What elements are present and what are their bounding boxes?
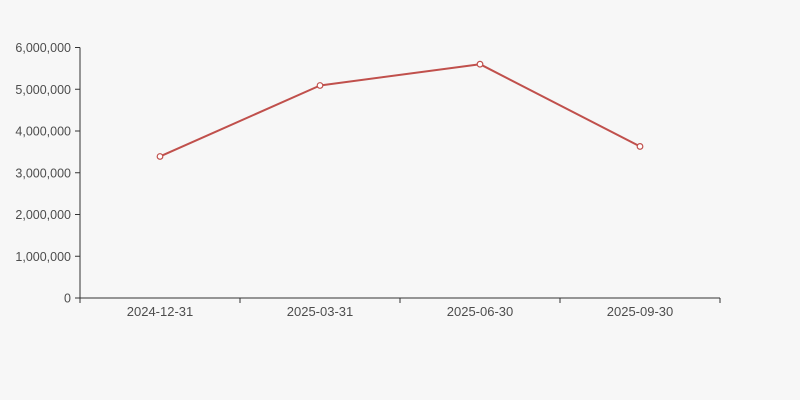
- x-axis-tick-label: 2024-12-31: [127, 304, 194, 319]
- data-point-marker[interactable]: [316, 82, 324, 89]
- data-point-marker[interactable]: [156, 153, 164, 160]
- data-point-marker[interactable]: [636, 143, 644, 150]
- y-axis-tick-label: 4,000,000: [15, 125, 71, 139]
- x-axis-tick-label: 2025-03-31: [287, 304, 354, 319]
- y-axis-tick-label: 6,000,000: [15, 41, 71, 55]
- x-axis-tick-label: 2025-09-30: [607, 304, 674, 319]
- y-axis-tick-label: 2,000,000: [15, 208, 71, 222]
- y-axis-tick-label: 1,000,000: [15, 250, 71, 264]
- x-axis-tick-label: 2025-06-30: [447, 304, 514, 319]
- y-axis-tick-label: 0: [64, 292, 71, 306]
- data-point-marker[interactable]: [476, 60, 484, 68]
- y-axis-tick-label: 5,000,000: [15, 83, 71, 97]
- y-axis-tick-label: 3,000,000: [15, 166, 71, 180]
- series-line: [159, 63, 641, 158]
